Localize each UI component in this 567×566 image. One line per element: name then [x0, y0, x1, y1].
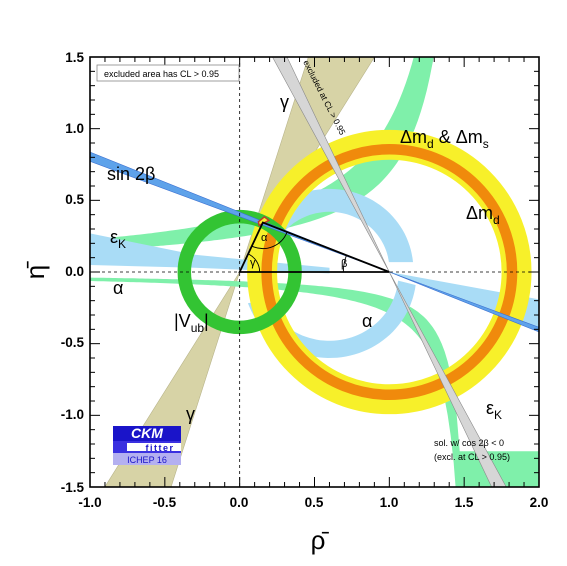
tick-marks — [89, 56, 540, 488]
triangle-label-beta: β — [341, 258, 347, 270]
label-gamma-upper: γ — [280, 92, 289, 112]
x-tick-label: 0.5 — [305, 495, 324, 510]
epsk-subscript: K — [118, 237, 126, 251]
vub-letter: |V — [174, 311, 191, 331]
x-axis-label: ρ̄ — [311, 525, 330, 555]
label-gamma-lower: γ — [186, 404, 195, 424]
logo-subtitle: fitter — [146, 443, 175, 453]
epsk-letter: ε — [110, 227, 118, 247]
y-axis-label: η̄ — [20, 261, 50, 279]
x-tick-label: 1.5 — [455, 495, 474, 510]
logo-bottom-block — [113, 453, 181, 465]
angle-arc-beta — [342, 254, 348, 273]
label-alpha-left: α — [113, 278, 123, 298]
y-tick-label: -0.5 — [61, 335, 85, 350]
triangle-label-alpha: α — [261, 232, 268, 244]
excluded-area-note: excluded area has CL > 0.95 — [104, 69, 219, 79]
constraint-labels: γ γ sin 2β α α εK εK |Vub| Δmd & Δms Δmd — [107, 92, 502, 424]
unitarity-triangle — [238, 221, 390, 273]
angle-arc-gamma — [247, 253, 261, 273]
y-tick-label: 1.5 — [65, 50, 84, 65]
y-tick-label: 1.0 — [65, 121, 84, 136]
vub-tail: | — [204, 311, 209, 331]
dm-subscript: d — [427, 137, 434, 151]
y-tick-label: -1.0 — [61, 407, 84, 422]
logo-top-block — [113, 426, 181, 441]
x-tick-label: -0.5 — [153, 495, 177, 510]
x-tick-label: 0.0 — [230, 495, 249, 510]
epsk-lower-band — [90, 277, 539, 487]
y-tick-label: 0.0 — [65, 264, 84, 279]
label-alpha-right: α — [362, 311, 372, 331]
excluded-area-box — [96, 64, 240, 82]
dmd-letter: Δm — [466, 203, 493, 223]
triangle-apex-region — [257, 215, 271, 227]
label-vub: |Vub| — [174, 311, 209, 335]
triangle-label-gamma: γ — [250, 257, 256, 269]
dm-mid: & Δm — [434, 127, 483, 147]
dm-letter: Δm — [400, 127, 427, 147]
y-tick-label: -1.5 — [61, 480, 85, 495]
label-epsk-right: εK — [486, 398, 502, 422]
x-tick-label: -1.0 — [78, 495, 101, 510]
sol-note-line2: (excl. at CL > 0.95) — [434, 452, 510, 462]
x-tick-labels: -1.0 -0.5 0.0 0.5 1.0 1.5 2.0 — [78, 495, 548, 510]
epsk-letter: ε — [486, 398, 494, 418]
label-dmd-dms: Δmd & Δms — [400, 127, 489, 151]
label-dmd: Δmd — [466, 203, 500, 227]
epsk-subscript: K — [494, 408, 502, 422]
ckmfitter-logo: CKM fitter ICHEP 16 — [113, 425, 181, 465]
label-sin2beta: sin 2β — [107, 164, 155, 184]
label-epsk-left: εK — [110, 227, 126, 251]
vub-subscript: ub — [191, 321, 205, 335]
angle-arc-alpha — [252, 232, 288, 249]
sol-note-line1: sol. w/ cos 2β < 0 — [434, 438, 504, 448]
x-tick-label: 2.0 — [530, 495, 549, 510]
dms-subscript: s — [483, 137, 489, 151]
y-tick-labels: -1.5 -1.0 -0.5 0.0 0.5 1.0 1.5 — [61, 50, 85, 495]
x-tick-label: 1.0 — [380, 495, 399, 510]
y-tick-label: 0.5 — [65, 192, 84, 207]
logo-title: CKM — [131, 425, 163, 441]
logo-white-strip — [127, 443, 181, 451]
logo-conf: ICHEP 16 — [127, 455, 167, 465]
dmd-subscript: d — [493, 213, 500, 227]
